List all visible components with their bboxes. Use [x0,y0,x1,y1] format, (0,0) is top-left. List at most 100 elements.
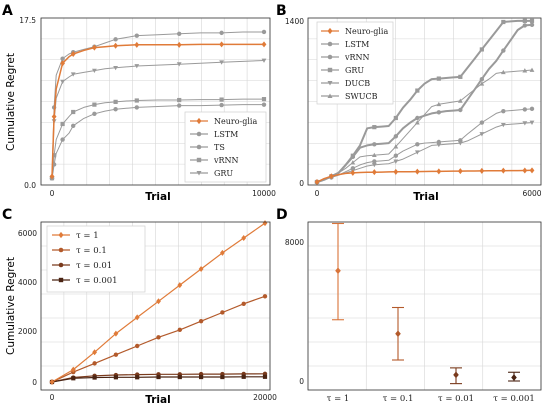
data-point [70,366,76,373]
legend-label: TS [214,143,225,152]
legend-label: τ = 0.001 [76,276,118,286]
data-point [393,153,399,158]
data-point [529,167,535,174]
legend-marker [58,247,64,253]
panel-d-ytick-top: 8000 [285,238,304,247]
panel-b-xlabel: Trial [413,191,438,203]
legend-marker [327,67,333,73]
legend-marker [196,144,202,150]
data-point [220,374,225,380]
data-point [219,41,224,48]
panel-d-chart: 8000 0 τ = 1 τ = 0.1 τ = 0.01 τ = 0.001 [285,221,542,404]
data-point [113,330,119,337]
legend-marker [327,27,333,35]
series-gru [314,18,535,185]
panel-a-xtick-left: 0 [50,189,55,198]
data-point [199,374,204,380]
data-point [134,105,139,110]
data-point [314,179,320,185]
data-point [70,51,76,58]
panel-b-ytick-bottom: 0 [299,179,304,188]
panel-d-xtick-1: τ = 1 [327,394,350,404]
panel-c-frame [40,221,271,391]
data-point [220,310,225,315]
panel-b-frame [307,17,542,186]
data-point [522,23,528,28]
data-point [60,56,65,61]
mean-marker [335,267,341,275]
legend-marker [58,277,64,283]
legend-label: vRNN [344,53,370,62]
data-point [261,102,267,107]
errorbar-point-4 [508,371,520,382]
data-point [479,167,485,174]
legend-marker [58,262,64,268]
legend-marker [196,171,202,176]
data-point [71,376,76,381]
legend-label: τ = 1 [76,231,99,241]
data-point [393,144,399,149]
panel-c-ytick-2000: 2000 [18,327,37,336]
panel-a-xlabel: Trial [145,191,170,203]
data-point [113,65,118,71]
legend-marker [196,157,202,163]
data-point [198,266,204,273]
data-point [500,167,506,174]
panel-d-xtick-3: τ = 0.01 [438,394,474,404]
data-point [522,68,528,73]
data-point [51,113,57,120]
data-point [479,120,485,125]
panel-a-ytick-top: 17.5 [19,16,36,25]
data-point [92,44,97,51]
panel-d-ytick-bottom: 0 [299,377,304,386]
data-point [177,103,182,108]
data-point [479,47,484,52]
panel-a-ytick-bottom: 0.0 [24,181,36,190]
data-point [350,169,356,176]
legend-marker [327,81,333,86]
panel-b-legend: Neuro-glia LSTM vRNN GRU DUCB SWUCB [316,21,394,105]
legend-label: Neuro-glia [345,27,388,36]
mean-marker [511,374,517,381]
data-point [261,97,267,102]
data-point [177,374,182,380]
panel-d-xtick-4: τ = 0.001 [493,394,535,404]
data-point [60,60,65,67]
panel-b-xtick-right: 6000 [522,189,541,198]
series-neuro-glia [49,41,267,180]
legend-label: DUCB [345,79,370,88]
data-point [436,110,442,115]
legend-marker [327,93,333,98]
data-point [92,375,97,380]
series--0-001 [49,374,268,385]
data-point [113,42,118,49]
data-point [156,374,161,380]
panel-c-xtick-right: 20000 [253,393,277,402]
data-point [458,107,463,113]
data-point [529,67,535,72]
data-point [350,153,355,158]
data-point [529,120,535,125]
panel-letter-d: D [276,207,288,223]
data-point [415,115,420,121]
data-point [262,374,268,379]
data-point [436,142,442,148]
data-point [393,115,398,121]
data-point [241,301,246,306]
data-point [529,106,535,112]
data-point [241,234,247,241]
data-point [134,314,140,321]
data-point [60,137,65,142]
data-point [113,99,118,104]
series-line [316,122,533,183]
errorbar-point-3 [450,367,462,385]
data-point [177,282,183,289]
data-point [372,159,377,164]
data-point [220,249,225,256]
panel-c-ytick-6000: 6000 [18,229,37,238]
data-point [350,160,356,165]
data-point [176,41,182,48]
data-point [113,107,118,112]
data-point [49,173,55,180]
